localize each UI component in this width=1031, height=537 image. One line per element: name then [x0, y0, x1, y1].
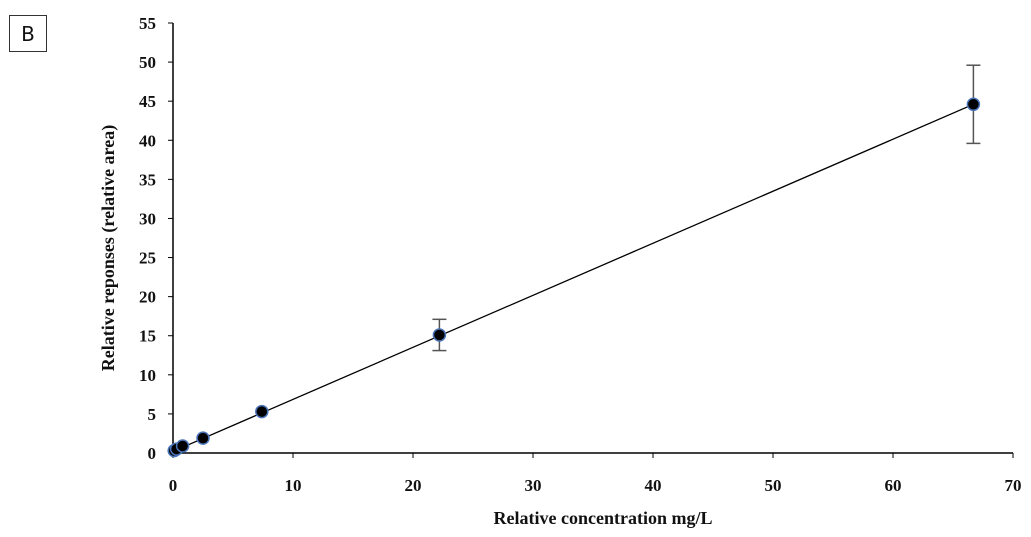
y-tick-label: 35 [139, 170, 156, 189]
y-tick-label: 45 [139, 92, 156, 111]
data-point [255, 404, 269, 419]
axes [168, 22, 1014, 458]
data-point [196, 431, 210, 445]
trendline-group [172, 103, 974, 453]
x-tick-label: 40 [645, 476, 662, 495]
y-tick-label: 15 [139, 327, 156, 346]
data-point [175, 439, 190, 453]
y-tick-label: 55 [139, 14, 156, 33]
y-tick-label: 50 [139, 53, 156, 72]
data-point [966, 97, 981, 112]
panel-label: B [9, 15, 47, 52]
x-tick-label: 10 [285, 476, 302, 495]
y-tick-label: 5 [148, 405, 157, 424]
y-tick-label: 20 [139, 288, 156, 307]
data-points [167, 97, 981, 458]
x-axis-title: Relative concentration mg/L [494, 508, 713, 528]
tick-labels: 0 10 20 30 40 50 60 70 0 5 10 15 20 25 30 35 40 45 50 55 [139, 14, 1022, 495]
error-bars [432, 64, 981, 352]
trendline [172, 103, 974, 453]
x-tick-label: 50 [765, 476, 782, 495]
x-tick-label: 60 [885, 476, 902, 495]
y-axis-title: Relative reponses (relative area) [98, 125, 119, 371]
x-tick-label: 70 [1005, 476, 1022, 495]
y-tick-label: 10 [139, 366, 156, 385]
y-tick-label: 25 [139, 249, 156, 268]
y-tick-label: 0 [148, 444, 157, 463]
x-tick-label: 30 [525, 476, 542, 495]
y-tick-label: 40 [139, 131, 156, 150]
data-point [432, 328, 447, 342]
x-tick-label: 0 [169, 476, 178, 495]
x-tick-label: 20 [405, 476, 422, 495]
y-tick-label: 30 [139, 209, 156, 228]
